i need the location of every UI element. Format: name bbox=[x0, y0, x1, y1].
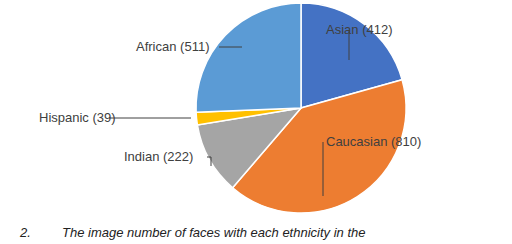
leader-line bbox=[207, 157, 211, 166]
data-label: Caucasian (810) bbox=[326, 134, 421, 149]
caption: 2. bbox=[19, 225, 31, 240]
data-label: Asian (412) bbox=[326, 22, 392, 37]
pie-slice: African bbox=[196, 3, 301, 112]
data-label: African (511) bbox=[136, 39, 209, 54]
chart: AsianCaucasianIndianHispanicAfricanAsian… bbox=[0, 0, 512, 244]
leader-line bbox=[323, 142, 324, 196]
data-label: Hispanic (39) bbox=[39, 110, 116, 125]
pie: AsianCaucasianIndianHispanicAfrican bbox=[196, 3, 406, 213]
leader-line bbox=[109, 118, 191, 119]
labels: Asian (412) Caucasian (810) Indian (222) Hi… bbox=[39, 22, 421, 196]
leader-line bbox=[219, 47, 242, 48]
caption: The image number of faces with each ethn… bbox=[62, 225, 366, 240]
data-label: Indian (222) bbox=[124, 149, 193, 164]
